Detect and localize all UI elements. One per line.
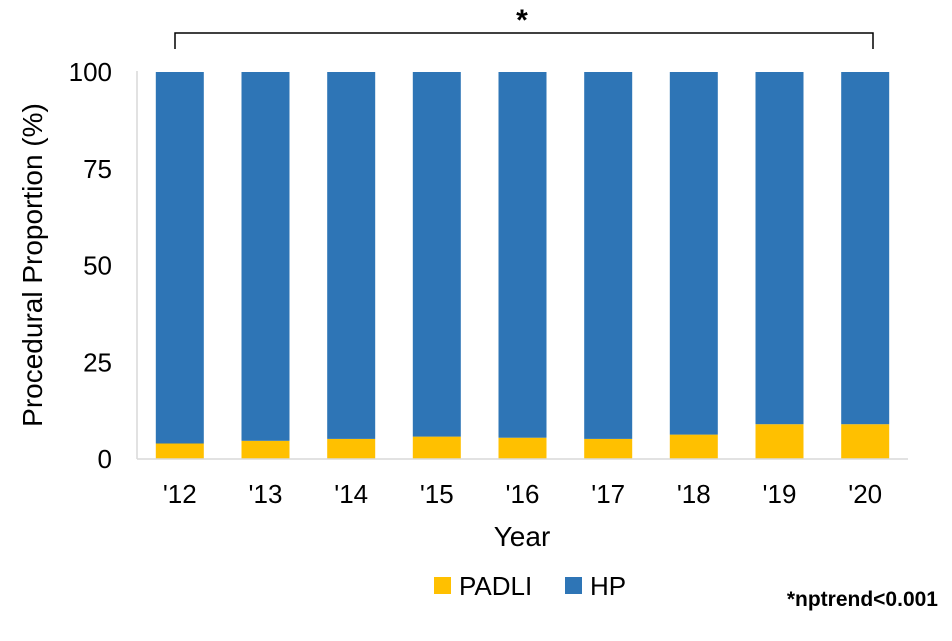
x-tick-label: '13 <box>249 479 283 509</box>
legend-swatch-padli <box>434 577 451 594</box>
y-tick-label: 0 <box>98 444 112 474</box>
bars-group <box>155 72 890 459</box>
bar-hp-1 <box>241 72 290 441</box>
x-tick-label: '12 <box>163 479 197 509</box>
bar-hp-8 <box>841 72 890 425</box>
x-tick-label: '20 <box>848 479 882 509</box>
x-tick-label: '14 <box>334 479 368 509</box>
bar-hp-0 <box>155 72 204 444</box>
legend: PADLI HP <box>434 571 626 601</box>
y-tick-labels: 0 25 50 75 100 <box>69 57 112 474</box>
bar-hp-4 <box>498 72 547 438</box>
bar-padli-0 <box>155 443 204 459</box>
y-tick-label: 75 <box>83 154 112 184</box>
bar-hp-7 <box>755 72 804 425</box>
legend-label-hp: HP <box>590 571 626 601</box>
bar-padli-1 <box>241 440 290 459</box>
bar-hp-5 <box>584 72 633 439</box>
y-tick-label: 25 <box>83 347 112 377</box>
x-tick-label: '16 <box>506 479 540 509</box>
bar-padli-3 <box>412 436 461 459</box>
legend-label-padli: PADLI <box>459 571 532 601</box>
bar-hp-2 <box>327 72 376 439</box>
bar-padli-8 <box>841 424 890 459</box>
bar-padli-2 <box>327 438 376 459</box>
footnote: *nptrend<0.001 <box>787 588 938 611</box>
x-tick-label: '15 <box>420 479 454 509</box>
y-tick-label: 100 <box>69 57 112 87</box>
significance-star: * <box>516 4 528 37</box>
x-tick-label: '18 <box>677 479 711 509</box>
x-tick-labels: '12 '13 '14 '15 '16 '17 '18 '19 '20 <box>163 479 882 509</box>
significance-bracket <box>174 32 874 49</box>
legend-swatch-hp <box>565 577 582 594</box>
bar-padli-5 <box>584 438 633 459</box>
y-axis-title: Procedural Proportion (%) <box>17 103 48 427</box>
x-tick-label: '19 <box>763 479 797 509</box>
x-tick-label: '17 <box>591 479 625 509</box>
bar-padli-6 <box>669 434 718 459</box>
bar-hp-6 <box>669 72 718 435</box>
y-tick-label: 50 <box>83 251 112 281</box>
bar-padli-4 <box>498 437 547 459</box>
bar-hp-3 <box>412 72 461 437</box>
bar-padli-7 <box>755 424 804 459</box>
x-axis-title: Year <box>494 521 551 552</box>
